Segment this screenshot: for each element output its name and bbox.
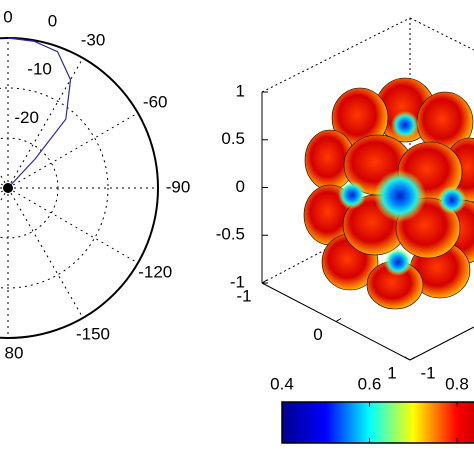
spoke [7, 187, 139, 264]
theta-tick-label: -60 [143, 92, 168, 111]
colorbar-tick-label: 0.6 [358, 374, 382, 393]
spoke [7, 57, 84, 189]
grid-circle [0, 87, 109, 289]
z-tick-label: 1 [236, 81, 245, 100]
r-tick-label: 0 [48, 11, 57, 30]
y-tick-label: 0 [313, 325, 322, 344]
theta-tick-label: 0 [3, 7, 12, 26]
z-tick-label: 0.5 [221, 129, 245, 148]
x-tick [404, 356, 411, 361]
spoke [7, 187, 84, 319]
r-tick-label: -10 [27, 60, 52, 79]
theta-tick-label: -150 [76, 325, 110, 344]
grid-circle [0, 137, 59, 239]
origin-dot [3, 183, 13, 193]
surface [282, 72, 474, 310]
colorbar-tick-label: 0.4 [270, 374, 294, 393]
y-tick-label: 1 [387, 363, 396, 382]
y-tick [409, 356, 416, 361]
z-tick-label: -1 [230, 272, 245, 291]
theta-tick-label: -90 [166, 177, 191, 196]
x-tick-label: -1 [420, 363, 435, 382]
z-tick-label: -0.5 [216, 225, 245, 244]
theta-tick-label: -30 [81, 30, 106, 49]
theta-tick-label: -120 [138, 262, 172, 281]
r-tick-label: -20 [14, 108, 39, 127]
colorbar-tick-label: 0.8 [445, 374, 469, 393]
theta-tick-label: 80 [5, 343, 24, 362]
y-tick-label: -1 [236, 286, 251, 305]
z-tick-label: 0 [236, 177, 245, 196]
spoke [0, 173, 9, 189]
y-tick [335, 318, 342, 322]
pattern-curve [7, 37, 72, 189]
spoke [0, 187, 9, 203]
y-tick [261, 279, 268, 284]
colorbar [281, 401, 474, 444]
spoke [7, 112, 139, 189]
